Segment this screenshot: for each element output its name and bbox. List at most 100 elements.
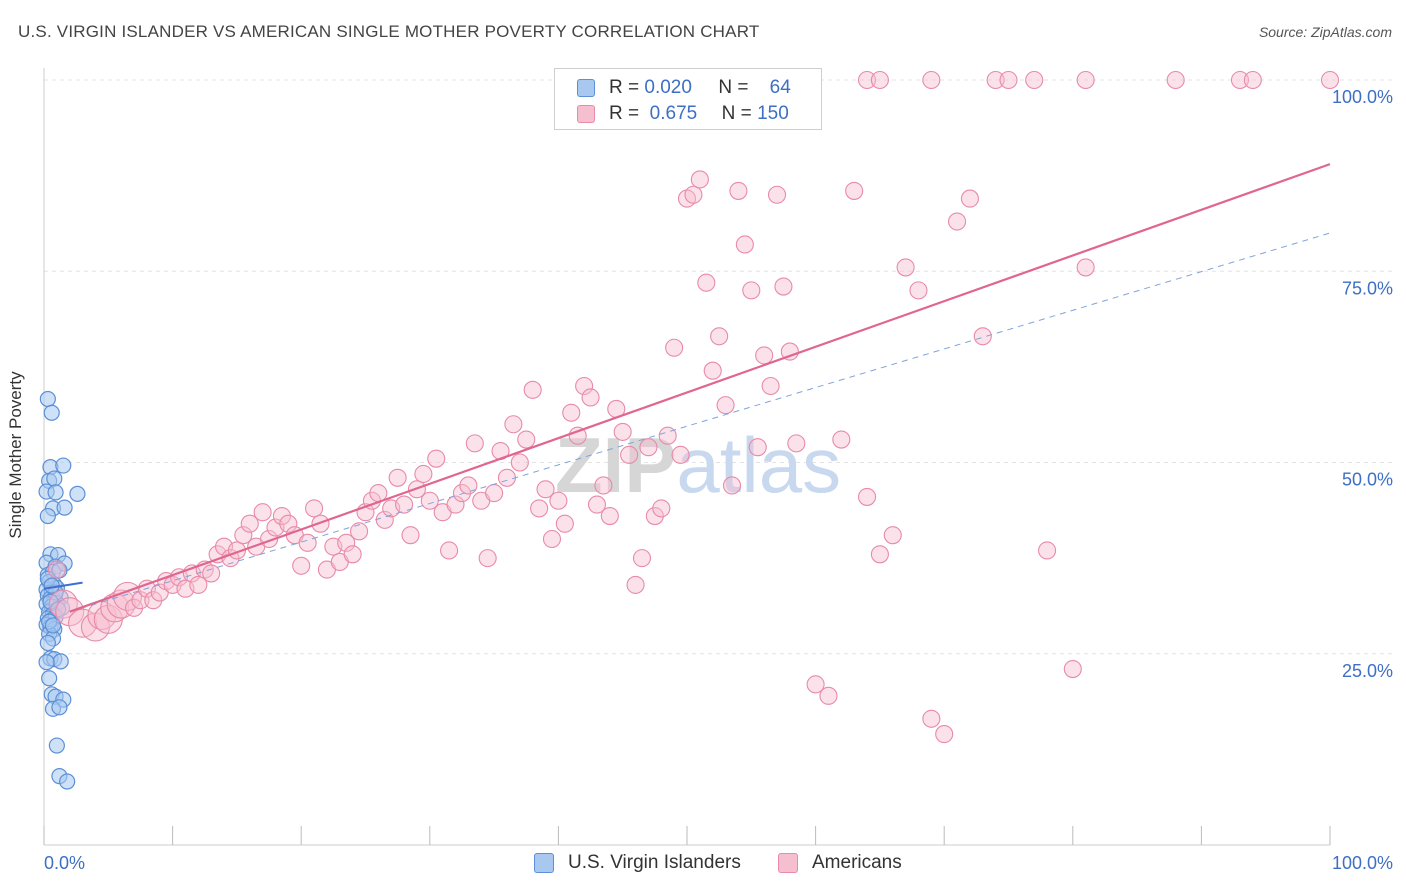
data-point xyxy=(729,181,748,200)
data-point xyxy=(240,514,259,533)
data-point xyxy=(806,675,825,694)
data-point xyxy=(337,533,356,552)
pink-swatch-icon xyxy=(778,853,798,873)
data-point xyxy=(39,390,56,408)
data-point xyxy=(857,70,877,90)
data-point xyxy=(819,686,838,705)
data-point xyxy=(427,449,446,468)
data-point xyxy=(47,484,64,501)
data-point xyxy=(568,426,587,445)
data-point xyxy=(48,737,65,754)
pink-swatch-icon xyxy=(577,105,595,123)
y-axis-label: Single Mother Poverty xyxy=(6,371,25,539)
data-point xyxy=(774,277,793,296)
data-point xyxy=(549,491,568,510)
data-point xyxy=(52,653,69,670)
data-point xyxy=(1243,70,1262,90)
blue-swatch-icon xyxy=(577,79,595,97)
data-point xyxy=(960,189,979,208)
legend-item-label: Americans xyxy=(812,852,902,873)
data-point xyxy=(279,514,298,533)
data-point xyxy=(690,170,709,189)
data-point xyxy=(684,185,703,204)
data-point xyxy=(39,507,56,525)
data-point xyxy=(1038,541,1057,560)
data-point xyxy=(620,445,639,464)
legend-r-label: R = xyxy=(609,77,640,98)
legend-item-americans[interactable]: Americans xyxy=(778,852,902,874)
data-point xyxy=(465,434,484,453)
legend-n-label: N = xyxy=(718,77,749,98)
data-point xyxy=(43,404,60,421)
chart-title: U.S. VIRGIN ISLANDER VS AMERICAN SINGLE … xyxy=(18,22,760,41)
data-point xyxy=(870,545,889,564)
data-point xyxy=(59,773,76,790)
data-point xyxy=(780,342,799,361)
data-point xyxy=(1320,70,1340,90)
data-point xyxy=(1076,70,1095,90)
data-point xyxy=(755,346,774,365)
data-point xyxy=(124,598,144,617)
data-point xyxy=(722,476,742,495)
data-point xyxy=(767,185,787,204)
data-point xyxy=(510,453,529,472)
legend-item-us-virgin-islanders[interactable]: U.S. Virgin Islanders xyxy=(534,852,741,874)
series-americans xyxy=(47,70,1340,744)
data-point xyxy=(703,361,722,380)
data-point xyxy=(748,438,767,457)
data-point xyxy=(38,654,55,671)
data-point xyxy=(999,70,1018,90)
data-point xyxy=(144,591,163,610)
data-point xyxy=(517,430,536,449)
data-point xyxy=(485,484,504,503)
data-point xyxy=(639,438,658,457)
data-point xyxy=(587,495,607,514)
data-point xyxy=(832,430,851,449)
data-point xyxy=(478,549,497,568)
legend-n-value: 64 xyxy=(769,77,791,98)
data-point xyxy=(632,549,652,568)
data-point xyxy=(504,415,523,434)
trend-lines xyxy=(43,163,1331,613)
data-point xyxy=(575,376,594,396)
data-point xyxy=(234,526,253,545)
y-tick-label: 75.0% xyxy=(1342,278,1393,298)
data-point xyxy=(697,273,716,292)
y-tick-label: 50.0% xyxy=(1342,470,1393,490)
data-point xyxy=(555,514,574,533)
data-point xyxy=(253,503,272,522)
data-point xyxy=(948,212,967,231)
data-point xyxy=(440,541,459,560)
x-tick-label: 100.0% xyxy=(1332,853,1393,873)
data-point xyxy=(298,533,317,552)
virgin-islanders-trend-line xyxy=(43,581,83,590)
data-point xyxy=(973,327,992,346)
data-point xyxy=(292,556,311,575)
data-point xyxy=(845,181,864,200)
data-point xyxy=(665,338,684,357)
data-point xyxy=(645,506,664,526)
data-point xyxy=(787,434,806,453)
legend-row-pink: R = 0.675 N = 150 xyxy=(577,102,789,126)
data-point xyxy=(922,70,941,90)
data-point xyxy=(272,506,291,526)
data-point xyxy=(562,403,581,422)
data-point xyxy=(735,235,754,254)
data-point xyxy=(922,709,941,728)
data-point xyxy=(69,485,86,502)
data-point xyxy=(305,499,324,518)
legend-r-label: R = xyxy=(609,103,640,124)
data-point xyxy=(1166,70,1185,90)
watermark-text: ZIPatlas xyxy=(555,421,841,509)
data-point xyxy=(44,617,62,634)
data-point xyxy=(896,258,915,277)
data-point xyxy=(613,422,632,441)
legend-n-value: 150 xyxy=(757,103,789,124)
data-point xyxy=(343,545,362,564)
legend-r-value: 0.675 xyxy=(649,103,698,124)
data-point xyxy=(530,499,549,518)
series-legend: U.S. Virgin Islanders Americans xyxy=(0,852,1406,878)
legend-r-value: 0.020 xyxy=(644,77,692,98)
data-point xyxy=(47,560,66,579)
data-point xyxy=(658,426,677,445)
